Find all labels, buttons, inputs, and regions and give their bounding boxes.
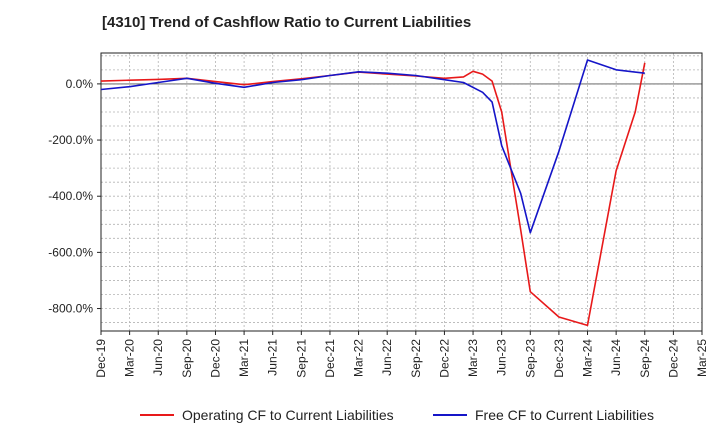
x-tick-label: Mar-25 bbox=[695, 339, 709, 377]
x-tick-label: Mar-20 bbox=[123, 339, 137, 377]
x-tick-label: Jun-23 bbox=[495, 339, 509, 376]
x-tick-label: Sep-21 bbox=[294, 339, 308, 378]
x-tick-label: Sep-24 bbox=[638, 339, 652, 378]
legend-label-free-cf: Free CF to Current Liabilities bbox=[475, 407, 654, 423]
x-tick-label: Jun-24 bbox=[609, 339, 623, 376]
legend-label-operating-cf: Operating CF to Current Liabilities bbox=[182, 407, 394, 423]
y-tick-label: -600.0% bbox=[48, 245, 93, 259]
y-tick-label: -200.0% bbox=[48, 133, 93, 147]
plot-frame bbox=[100, 52, 703, 332]
x-tick-label: Dec-20 bbox=[208, 339, 222, 378]
plot-area bbox=[101, 53, 702, 331]
x-tick-label: Mar-24 bbox=[581, 339, 595, 377]
series-line-free-cf bbox=[100, 59, 645, 234]
x-tick-label: Dec-19 bbox=[94, 339, 108, 378]
x-tick-label: Mar-21 bbox=[237, 339, 251, 377]
x-tick-label: Dec-21 bbox=[323, 339, 337, 378]
x-tick-label: Dec-22 bbox=[437, 339, 451, 378]
y-tick-label: 0.0% bbox=[66, 77, 94, 91]
x-tick-label: Dec-24 bbox=[666, 339, 680, 378]
y-tick-label: -400.0% bbox=[48, 189, 93, 203]
x-tick-label: Mar-22 bbox=[352, 339, 366, 377]
x-tick-label: Sep-22 bbox=[409, 339, 423, 378]
x-tick-label: Dec-23 bbox=[552, 339, 566, 378]
x-tick-label: Sep-23 bbox=[523, 339, 537, 378]
x-tick-label: Mar-23 bbox=[466, 339, 480, 377]
series-line-operating-cf bbox=[100, 62, 646, 327]
x-tick-label: Sep-20 bbox=[180, 339, 194, 378]
chart-title: [4310] Trend of Cashflow Ratio to Curren… bbox=[102, 14, 472, 31]
x-tick-label: Jun-20 bbox=[151, 339, 165, 376]
y-tick-label: -800.0% bbox=[48, 302, 93, 316]
x-tick-label: Jun-22 bbox=[380, 339, 394, 376]
x-tick-label: Jun-21 bbox=[266, 339, 280, 376]
